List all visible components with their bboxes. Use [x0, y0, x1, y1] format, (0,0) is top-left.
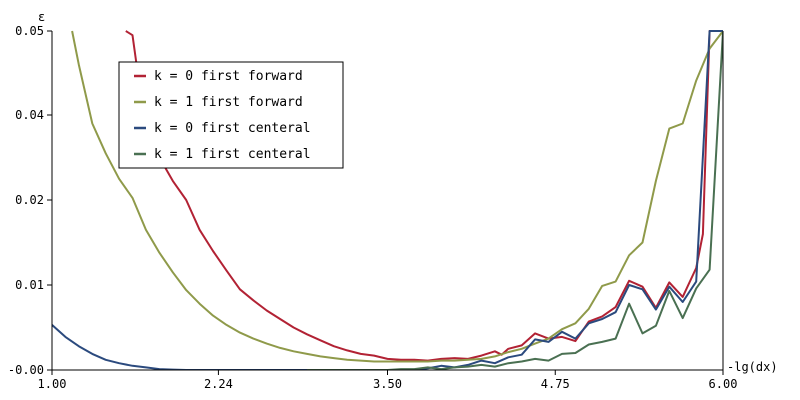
y-tick-label: 0.04 — [15, 108, 44, 122]
legend: k = 0 first forward k = 1 first forward k … — [118, 61, 344, 169]
series-line-2 — [71, 30, 723, 363]
x-tick-label: 6.00 — [709, 377, 738, 391]
legend-label: k = 1 first forward — [154, 95, 303, 110]
legend-label: k = 0 first centeral — [154, 121, 311, 136]
y-tick-label: 0.05 — [15, 24, 44, 38]
y-tick-label: -0.00 — [8, 363, 44, 377]
y-axis-label: ε — [38, 10, 45, 24]
series-line-1 — [125, 30, 723, 362]
series-line-4 — [307, 30, 723, 370]
y-tick-label: 0.02 — [15, 193, 44, 207]
x-tick-label: 4.75 — [541, 377, 570, 391]
y-tick-label: 0.01 — [15, 278, 44, 292]
x-tick-label: 1.00 — [38, 377, 67, 391]
x-axis-label: -lg(dx) — [727, 360, 778, 374]
series-line-3 — [52, 30, 723, 370]
legend-label: k = 1 first centeral — [154, 147, 311, 162]
series-layer — [52, 30, 723, 370]
legend-label: k = 0 first forward — [154, 69, 303, 84]
legend-box — [118, 61, 344, 169]
tick-layer: 1.00 2.24 3.50 4.75 6.00 -0.00 0.01 0.02 0.04 0.0… — [8, 24, 738, 391]
x-tick-label: 3.50 — [373, 377, 402, 391]
x-tick-label: 2.24 — [204, 377, 233, 391]
